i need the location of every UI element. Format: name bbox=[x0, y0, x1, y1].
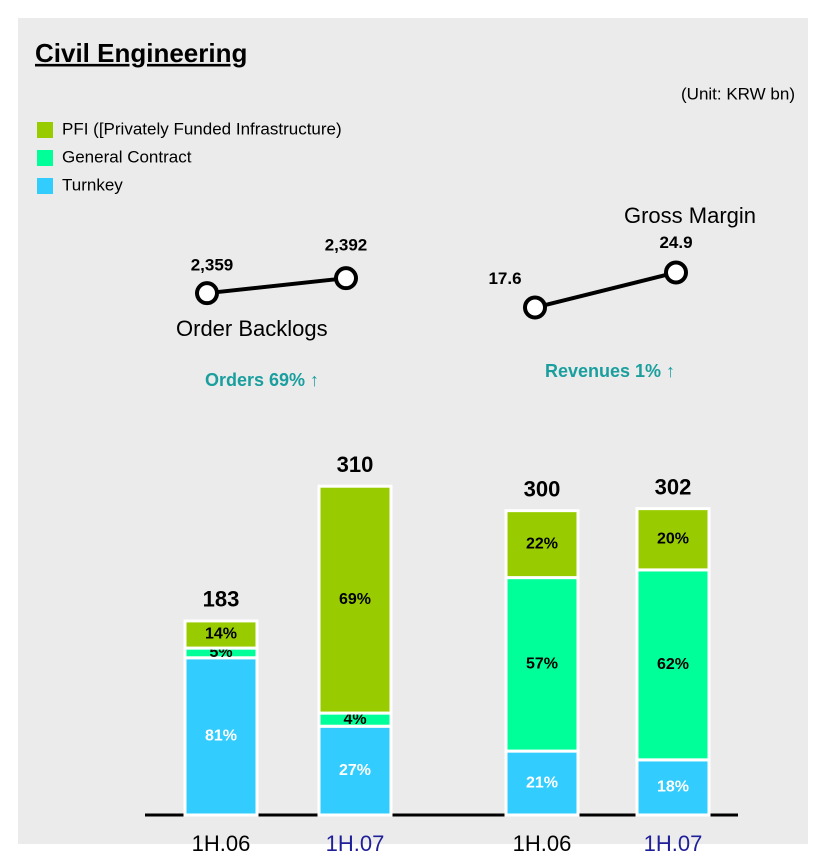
segment-label: 22% bbox=[526, 535, 558, 552]
legend-label: General Contract bbox=[62, 147, 192, 166]
total-label: 302 bbox=[655, 474, 692, 499]
bar-segment bbox=[635, 758, 711, 817]
total-label: 300 bbox=[524, 476, 561, 501]
bar-segment bbox=[504, 749, 580, 817]
x-tick-label: 1H.06 bbox=[513, 831, 572, 856]
segment-label: 4% bbox=[343, 711, 366, 728]
bar-segment bbox=[635, 507, 711, 572]
legend-swatch bbox=[37, 122, 53, 138]
chart-title: Orders 69% ↑ bbox=[205, 370, 319, 390]
bar-segment bbox=[504, 509, 580, 580]
legend-label: Turnkey bbox=[62, 175, 123, 194]
point bbox=[664, 260, 688, 285]
segment-label: 62% bbox=[657, 656, 689, 673]
segment-label: 20% bbox=[657, 530, 689, 547]
segment-label: 14% bbox=[205, 626, 237, 643]
x-tick-label: 1H.07 bbox=[644, 831, 703, 856]
chart-title: Revenues 1% ↑ bbox=[545, 361, 675, 381]
segment-label: 21% bbox=[526, 774, 558, 791]
value-label: 2,359 bbox=[191, 256, 234, 275]
bar-segment bbox=[183, 619, 259, 650]
line bbox=[534, 270, 677, 310]
chart-title: Order Backlogs bbox=[176, 316, 328, 341]
value-label: 24.9 bbox=[659, 233, 692, 252]
value-label: 2,392 bbox=[325, 236, 368, 255]
segment-label: 81% bbox=[205, 728, 237, 745]
x-tick-label: 1H.07 bbox=[326, 831, 385, 856]
point bbox=[334, 266, 358, 291]
x-tick-label: 1H.06 bbox=[192, 831, 251, 856]
point bbox=[523, 295, 547, 320]
bar-segment bbox=[317, 484, 393, 715]
segment-label: 27% bbox=[339, 762, 371, 779]
page-title: Civil Engineering bbox=[35, 38, 247, 68]
unit-label: (Unit: KRW bn) bbox=[681, 84, 795, 103]
segment-label: 69% bbox=[339, 591, 371, 608]
total-label: 310 bbox=[337, 452, 374, 477]
segment-label: 18% bbox=[657, 779, 689, 796]
line bbox=[206, 276, 347, 296]
value-label: 17.6 bbox=[488, 269, 521, 288]
chart-title: Gross Margin bbox=[624, 203, 756, 228]
legend-label: PFI ([Privately Funded Infrastructure) bbox=[62, 119, 342, 138]
segment-label: 57% bbox=[526, 656, 558, 673]
bar-segment bbox=[635, 568, 711, 762]
total-label: 183 bbox=[203, 587, 240, 612]
legend-swatch bbox=[37, 178, 53, 194]
bar-segment bbox=[504, 576, 580, 753]
point bbox=[195, 281, 219, 306]
legend-swatch bbox=[37, 150, 53, 166]
